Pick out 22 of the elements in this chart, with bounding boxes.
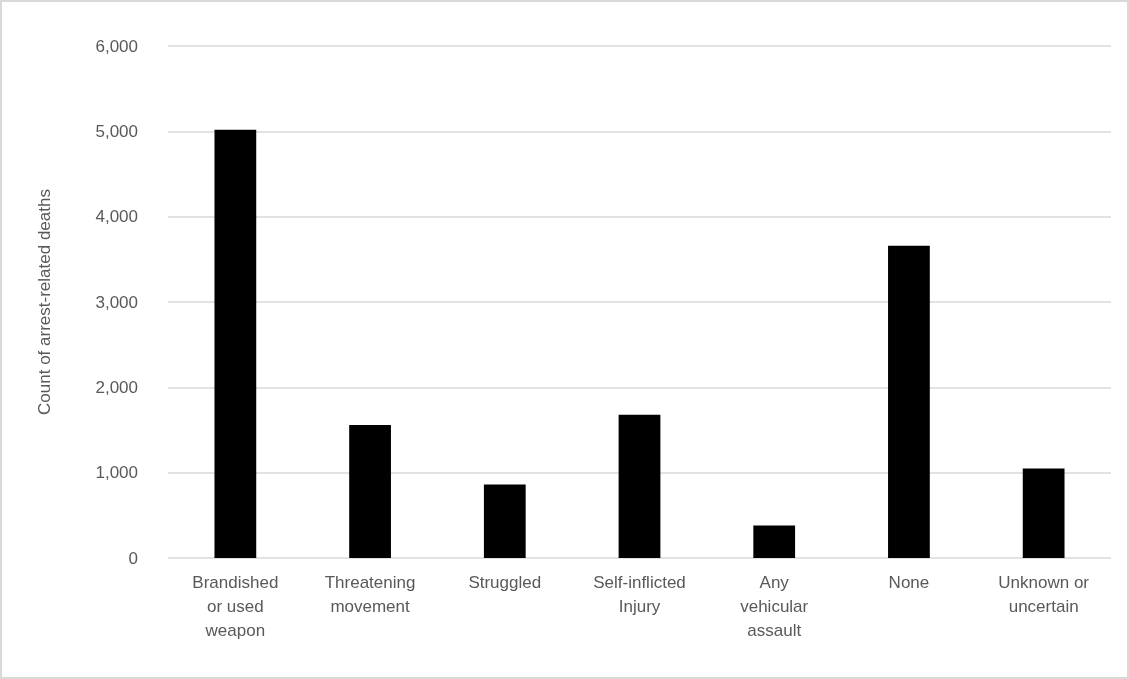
x-tick-label: Self-inflicted Injury — [593, 572, 686, 616]
bar — [214, 129, 257, 558]
bar — [888, 245, 930, 558]
x-tick-label: Threatening movement — [324, 572, 416, 616]
bar — [1022, 468, 1065, 558]
y-tick-label: 3,000 — [95, 292, 138, 312]
bar — [483, 484, 526, 558]
y-tick-label: 4,000 — [95, 207, 138, 227]
x-tick-label: Unknown or uncertain — [998, 572, 1090, 616]
bar — [753, 525, 796, 558]
y-tick-label: 2,000 — [95, 377, 138, 397]
y-tick-label: 6,000 — [95, 36, 138, 56]
y-tick-label: 5,000 — [95, 121, 138, 141]
bar — [349, 424, 391, 558]
x-tick-label: None — [888, 572, 930, 592]
x-tick-label: Brandished or used weapon — [192, 572, 279, 640]
y-axis-title: Count of arrest-related deaths — [35, 189, 54, 415]
y-tick-label: 1,000 — [95, 463, 138, 483]
y-tick-label: 0 — [128, 548, 138, 568]
x-tick-label: Struggled — [468, 572, 542, 592]
bar — [618, 414, 661, 558]
x-tick-label: Any vehicular assault — [740, 572, 809, 640]
